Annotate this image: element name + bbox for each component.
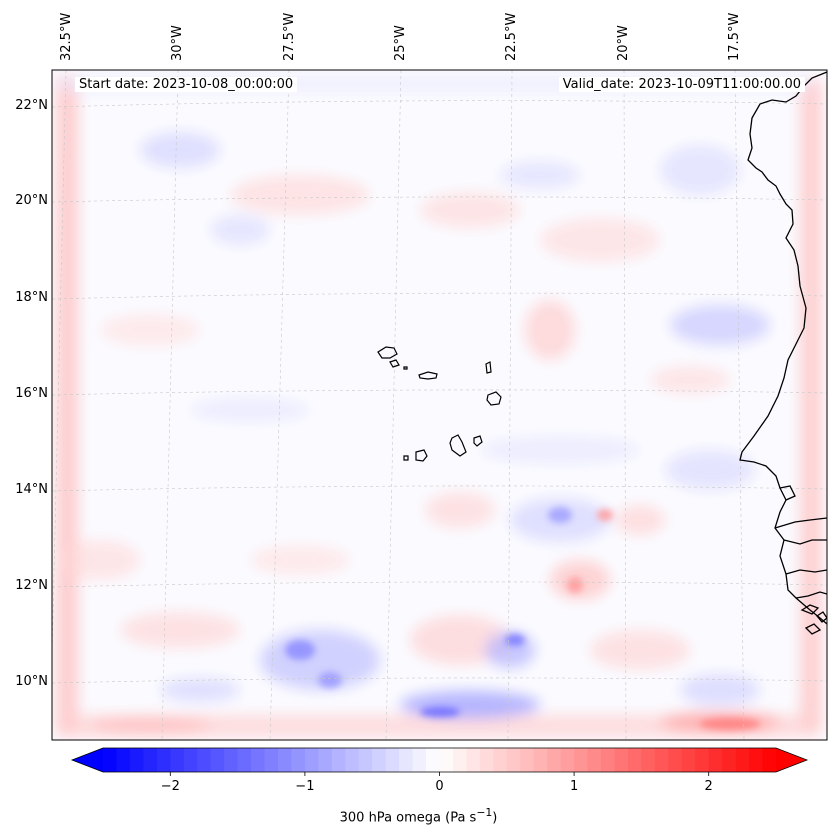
- island-maio: [473, 435, 483, 447]
- lon-label-25w: 25°W: [393, 25, 408, 61]
- colorbar-segment: [627, 748, 642, 772]
- colorbar-segment: [587, 748, 602, 772]
- colorbar-segment: [452, 748, 468, 772]
- island-sao-vicente: [389, 359, 400, 368]
- island-fogo: [415, 449, 428, 462]
- colorbar-segment: [237, 748, 252, 772]
- colorbar-segment: [520, 748, 535, 772]
- colorbar-segment: [735, 748, 750, 772]
- colorbar-segment: [722, 748, 737, 772]
- colorbar-segment: [533, 748, 548, 772]
- colorbar-segment: [210, 748, 225, 772]
- colorbar-segment: [170, 748, 185, 772]
- lat-label-12n: 12°N: [15, 578, 48, 593]
- colorbar-segment: [156, 748, 171, 772]
- colorbar-segment: [358, 748, 373, 772]
- island-sao-nicolau: [418, 371, 438, 380]
- colorbar-outline: [70, 747, 809, 773]
- colorbar-segment: [560, 748, 575, 772]
- colorbar-segment: [318, 748, 333, 772]
- colorbar-segment: [493, 748, 508, 772]
- lat-label-22n: 22°N: [15, 98, 48, 113]
- colorbar-segment: [614, 748, 629, 772]
- colorbar-segment: [412, 748, 427, 772]
- colorbar-segment: [668, 748, 683, 772]
- colorbar-tick-label: 0: [435, 779, 444, 794]
- colorbar-segment: [251, 748, 266, 772]
- lat-label-20n: 20°N: [15, 193, 48, 208]
- west-africa-coastline: [739, 71, 827, 635]
- colorbar-segment: [291, 748, 306, 772]
- start-date-label: Start date: 2023-10-08_00:00:00: [75, 77, 298, 92]
- colorbar-tick-label: −1: [295, 779, 315, 794]
- lon-label-30w: 30°W: [170, 25, 185, 61]
- colorbar-segment: [264, 748, 279, 772]
- lon-label-20w: 20°W: [616, 25, 631, 61]
- island-boa-vista: [486, 391, 502, 406]
- colorbar-segment: [331, 748, 346, 772]
- colorbar-segment: [654, 748, 669, 772]
- colorbar-segment: [103, 748, 118, 772]
- colorbar-tick-label: 1: [569, 779, 579, 794]
- island-santo-antao: [377, 346, 398, 359]
- colorbar-tick-label: −2: [160, 779, 180, 794]
- colorbar-segment: [641, 748, 656, 772]
- lon-label-32-5w: 32.5°W: [59, 12, 74, 61]
- lon-label-27-5w: 27.5°W: [282, 12, 297, 61]
- lat-label-18n: 18°N: [15, 290, 48, 305]
- map-panel: [52, 70, 827, 740]
- colorbar-segment: [749, 748, 764, 772]
- colorbar-segment: [372, 748, 387, 772]
- colorbar-segment: [466, 748, 481, 772]
- colorbar-segment: [574, 748, 589, 772]
- colorbar-segment: [129, 748, 144, 772]
- colorbar-segment: [695, 748, 710, 772]
- colorbar-label: 300 hPa omega (Pa s−1): [339, 806, 498, 826]
- graticule: [52, 70, 827, 740]
- colorbar-segment: [426, 748, 441, 772]
- colorbar-segment: [143, 748, 158, 772]
- lat-label-16n: 16°N: [15, 386, 48, 401]
- island-santiago: [449, 434, 467, 457]
- colorbar-segment: [708, 748, 723, 772]
- colorbar-segment: [681, 748, 696, 772]
- colorbar: [70, 747, 809, 776]
- island-brava: [403, 455, 409, 461]
- cape-verde-islands: [377, 346, 502, 462]
- island-sal: [485, 361, 492, 374]
- colorbar-segment: [197, 748, 212, 772]
- colorbar-segment: [439, 748, 454, 772]
- colorbar-segment: [601, 748, 616, 772]
- omega-field-detail: [285, 507, 760, 730]
- colorbar-extend-high: [776, 748, 807, 772]
- valid-date-label: Valid_date: 2023-10-09T11:00:00.00: [558, 77, 805, 92]
- colorbar-tick-label: 2: [704, 779, 713, 794]
- lat-label-14n: 14°N: [15, 482, 48, 497]
- colorbar-segment: [183, 748, 198, 772]
- lon-label-22-5w: 22.5°W: [504, 12, 519, 61]
- colorbar-segment: [385, 748, 400, 772]
- colorbar-segment: [762, 748, 777, 772]
- colorbar-segment: [399, 748, 414, 772]
- colorbar-segment: [345, 748, 360, 772]
- colorbar-segment: [277, 748, 293, 772]
- lon-label-17-5w: 17.5°W: [727, 12, 742, 61]
- lat-label-10n: 10°N: [15, 674, 48, 689]
- colorbar-segment: [304, 748, 319, 772]
- colorbar-segment: [479, 748, 494, 772]
- island-santa-luzia: [403, 366, 408, 370]
- map-frame: [51, 69, 828, 741]
- omega-field: [56, 75, 822, 737]
- colorbar-extend-low: [72, 748, 103, 772]
- colorbar-segment: [506, 748, 521, 772]
- colorbar-segment: [547, 748, 562, 772]
- colorbar-segment: [224, 748, 239, 772]
- colorbar-segment: [116, 748, 131, 772]
